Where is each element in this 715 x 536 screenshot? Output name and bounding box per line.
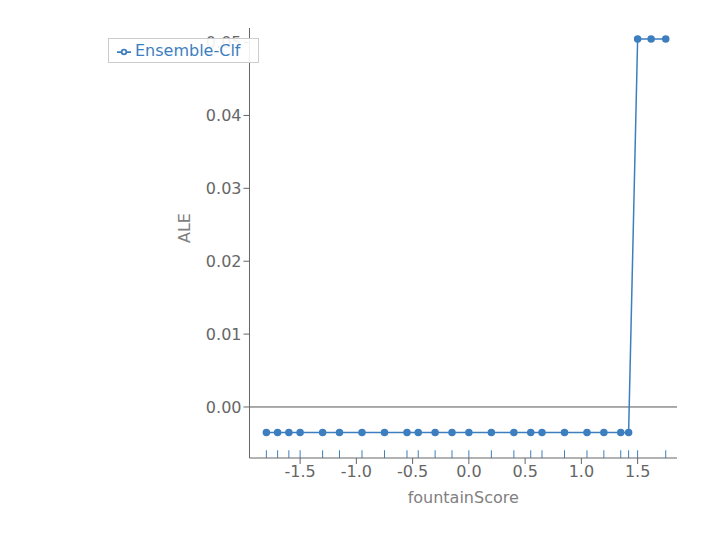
svg-text:0.01: 0.01	[206, 325, 242, 344]
svg-text:0.02: 0.02	[206, 252, 242, 271]
svg-text:0.03: 0.03	[206, 179, 242, 198]
svg-text:0.05: 0.05	[206, 33, 242, 52]
svg-text:fountainScore: fountainScore	[408, 488, 519, 507]
svg-text:-1.0: -1.0	[341, 462, 372, 481]
svg-text:1.5: 1.5	[625, 462, 650, 481]
svg-text:0.04: 0.04	[206, 106, 242, 125]
svg-text:ALE: ALE	[175, 213, 194, 243]
svg-text:-0.5: -0.5	[397, 462, 428, 481]
svg-text:0.5: 0.5	[512, 462, 537, 481]
svg-text:0.00: 0.00	[206, 398, 242, 417]
svg-text:1.0: 1.0	[569, 462, 594, 481]
svg-text:-1.5: -1.5	[285, 462, 316, 481]
svg-text:0.0: 0.0	[456, 462, 481, 481]
